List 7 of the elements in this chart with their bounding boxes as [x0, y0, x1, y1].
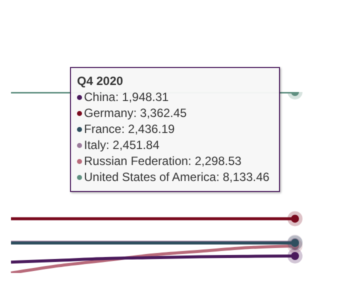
annotation: Germany: 3,362.45 [83, 105, 188, 121]
annotation: United States of America: 8,133.46 [83, 169, 270, 185]
annotation: Italy: 2,451.84 [83, 137, 160, 153]
annotation: France: 2,436.19 [83, 121, 176, 137]
annotation: China: 1,948.31 [83, 89, 170, 105]
annotation: Russian Federation: 2,298.53 [83, 153, 242, 169]
text: Q4 2020 [77, 73, 124, 89]
